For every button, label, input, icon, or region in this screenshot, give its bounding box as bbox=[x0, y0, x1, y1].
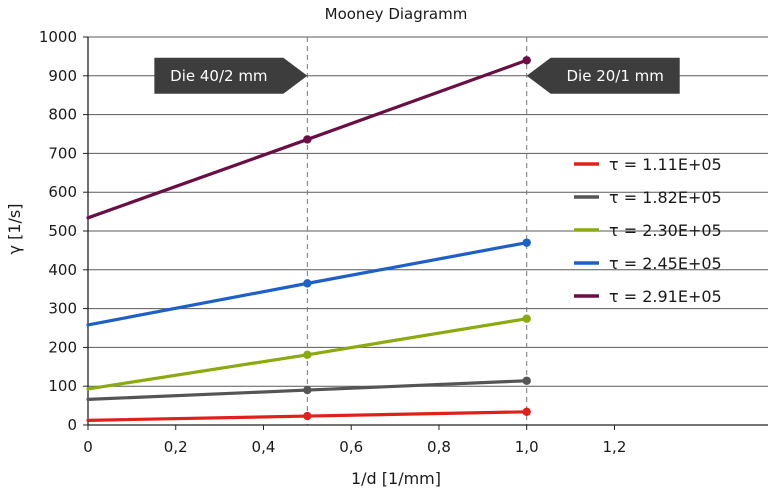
legend-label-0: τ = 1.11E+05 bbox=[609, 155, 722, 174]
y-tick-label: 800 bbox=[48, 106, 77, 124]
legend-label-3: τ = 2.45E+05 bbox=[609, 254, 722, 273]
data-point bbox=[303, 350, 312, 359]
chart-title: Mooney Diagramm bbox=[325, 5, 468, 23]
x-tick-label: 0,2 bbox=[164, 438, 188, 456]
series-group bbox=[86, 56, 531, 422]
x-tick-label: 1,0 bbox=[515, 438, 539, 456]
x-tick-label: 0 bbox=[83, 438, 93, 456]
data-point bbox=[303, 385, 312, 395]
x-tick-label: 0,8 bbox=[427, 438, 451, 456]
data-point bbox=[522, 376, 531, 385]
x-axis-title: 1/d [1/mm] bbox=[351, 469, 441, 488]
annotation-label-1: Die 20/1 mm bbox=[567, 67, 664, 85]
y-tick-label: 700 bbox=[48, 144, 77, 162]
legend: τ = 1.11E+05 τ = 1.82E+05 τ = 2.30E+05 τ = … bbox=[574, 155, 722, 306]
tick-labels: 0 100 200 300 400 500 600 700 800 900 1000 0 0,2 0,4 0… bbox=[39, 28, 627, 456]
data-point bbox=[522, 314, 531, 323]
y-tick-label: 400 bbox=[48, 261, 77, 279]
data-point bbox=[303, 279, 312, 288]
data-point bbox=[522, 238, 531, 247]
y-tick-label: 900 bbox=[48, 67, 77, 85]
y-tick-label: 1000 bbox=[39, 28, 77, 46]
grid bbox=[88, 36, 768, 387]
annotation-box-0 bbox=[154, 57, 308, 94]
annotation-label-0: Die 40/2 mm bbox=[170, 67, 267, 85]
legend-label-4: τ = 2.91E+05 bbox=[609, 287, 722, 306]
annotations: Die 40/2 mm Die 20/1 mm bbox=[154, 57, 680, 94]
legend-label-2: τ = 2.30E+05 bbox=[609, 221, 722, 240]
data-point bbox=[522, 56, 531, 65]
x-tick-label: 0,6 bbox=[339, 438, 363, 456]
data-point bbox=[303, 411, 312, 421]
legend-label-1: τ = 1.82E+05 bbox=[609, 188, 722, 207]
y-axis-title: γ [1/s] bbox=[5, 204, 24, 255]
data-point bbox=[522, 407, 531, 417]
y-tick-label: 200 bbox=[48, 338, 77, 356]
y-tick-label: 500 bbox=[48, 222, 77, 240]
x-tick-label: 0,4 bbox=[252, 438, 276, 456]
y-tick-label: 300 bbox=[48, 300, 77, 318]
axes bbox=[83, 36, 768, 430]
y-tick-label: 600 bbox=[48, 183, 77, 201]
data-point bbox=[303, 135, 312, 144]
annotation-box-1 bbox=[526, 57, 680, 94]
x-tick-label: 1,2 bbox=[603, 438, 627, 456]
reference-lines bbox=[306, 37, 528, 425]
y-tick-label: 0 bbox=[67, 416, 77, 434]
y-tick-label: 100 bbox=[48, 377, 77, 395]
